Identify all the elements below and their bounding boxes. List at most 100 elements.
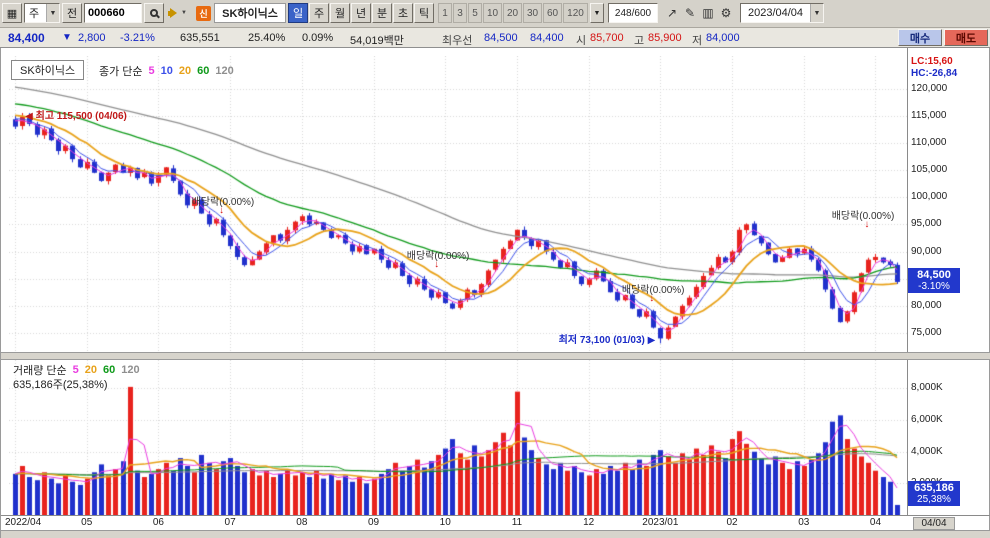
interval-button[interactable]: 1 xyxy=(438,3,452,23)
current-price-pct: -3.10% xyxy=(908,281,960,292)
stock-name-display: SK하이닉스 xyxy=(214,3,286,23)
gear-icon[interactable]: ⚙ xyxy=(718,3,734,23)
best-ask: 84,500 xyxy=(484,32,518,44)
chart-layout-icon[interactable]: ▥ xyxy=(700,3,716,23)
best-quote-label: 최우선 xyxy=(442,32,472,48)
current-volume-value: 635,186 xyxy=(908,482,960,494)
price-change: 2,800 xyxy=(78,32,106,44)
period-button[interactable]: 주 xyxy=(309,3,329,23)
volume-chart-canvas[interactable] xyxy=(9,360,907,515)
low-annotation: 최저 73,100 (01/03) ▶ xyxy=(559,331,656,346)
credit-icon[interactable]: 신 xyxy=(196,6,211,21)
price-axis-label: 105,000 xyxy=(911,164,947,175)
volume-ratio: 25.40% xyxy=(248,32,285,44)
volume-axis-label: 6,000K xyxy=(911,414,943,425)
ma-window-label: 5 xyxy=(149,65,155,77)
x-axis-label: 12 xyxy=(565,517,613,528)
x-axis-label: 08 xyxy=(278,517,326,528)
lc-value: LC:15,60 xyxy=(911,56,953,67)
ma-window-label: 5 xyxy=(73,364,79,376)
period-button[interactable]: 초 xyxy=(393,3,413,23)
trade-amount: 54,019백만 xyxy=(350,32,404,48)
low-label: 저 xyxy=(692,32,702,48)
ma-window-label: 120 xyxy=(215,65,233,77)
ma-window-label: 120 xyxy=(121,364,139,376)
interval-dropdown-icon[interactable]: ▼ xyxy=(590,3,604,23)
x-axis-label: 03 xyxy=(780,517,828,528)
price-axis-label: 115,000 xyxy=(911,110,946,121)
price-axis-label: 90,000 xyxy=(911,246,942,257)
speaker-icon xyxy=(168,7,179,19)
dividend-arrow-icon: ↓ xyxy=(649,293,654,304)
price-axis-label: 80,000 xyxy=(911,300,942,311)
high-annotation: ◀ 최고 115,500 (04/06) xyxy=(25,107,127,122)
price-change-pct: -3.21% xyxy=(120,32,155,44)
interval-button[interactable]: 20 xyxy=(503,3,522,23)
cursor-date-label: 04/04 xyxy=(913,517,955,530)
open-price: 85,700 xyxy=(590,32,624,44)
x-axis-label: 02 xyxy=(708,517,756,528)
dividend-annotation: 배당락(0.00%) xyxy=(821,207,905,222)
chart-type-value: 주 xyxy=(25,5,46,21)
stock-chart-window: ▦ 주 ▼ 전 ▼ 신 SK하이닉스 일주월년분초틱 1351020306012… xyxy=(0,0,990,538)
price-axis-label: 95,000 xyxy=(911,218,942,229)
period-button[interactable]: 분 xyxy=(372,3,392,23)
horizontal-scrollbar[interactable] xyxy=(1,530,990,538)
period-button[interactable]: 년 xyxy=(351,3,371,23)
interval-button[interactable]: 5 xyxy=(468,3,482,23)
x-axis-label: 05 xyxy=(63,517,111,528)
buy-button[interactable]: 매수 xyxy=(898,29,942,46)
volume-axis-label: 4,000K xyxy=(911,446,943,457)
chart-area: SK하이닉스 종가 단순 5102060120 LC:15,60 HC:-26,… xyxy=(0,48,990,538)
price-axis-label: 100,000 xyxy=(911,191,947,202)
price-axis-label: 120,000 xyxy=(911,83,947,94)
pointer-tool-icon[interactable]: ↗ xyxy=(664,3,680,23)
interval-button[interactable]: 60 xyxy=(543,3,562,23)
low-price: 84,000 xyxy=(706,32,740,44)
x-axis-label: 09 xyxy=(350,517,398,528)
ma-windows: 5102060120 xyxy=(149,65,234,77)
draw-tool-icon[interactable]: ✎ xyxy=(682,3,698,23)
window-menu-button[interactable]: ▦ xyxy=(2,3,22,23)
date-picker[interactable]: 2023/04/04 ▼ xyxy=(740,3,824,23)
open-label: 시 xyxy=(576,32,586,48)
pane-splitter[interactable] xyxy=(1,352,990,360)
interval-button[interactable]: 3 xyxy=(453,3,467,23)
price-axis-label: 110,000 xyxy=(911,137,946,148)
ma-window-label: 60 xyxy=(197,65,209,77)
dividend-arrow-icon: ↓ xyxy=(219,205,224,216)
chart-type-dropdown[interactable]: 주 ▼ xyxy=(24,3,60,23)
period-button[interactable]: 틱 xyxy=(414,3,434,23)
price-chart-canvas[interactable] xyxy=(9,56,907,352)
chevron-down-icon: ▼ xyxy=(46,4,59,22)
x-axis-label: 10 xyxy=(421,517,469,528)
interval-button[interactable]: 120 xyxy=(563,3,588,23)
jeon-button[interactable]: 전 xyxy=(62,3,82,23)
sound-button[interactable]: ▼ xyxy=(168,5,194,21)
volume-current-text: 635,186주(25,38%) xyxy=(13,376,108,392)
period-button[interactable]: 일 xyxy=(288,3,308,23)
ma-window-label: 20 xyxy=(179,65,191,77)
ma-window-label: 20 xyxy=(85,364,97,376)
current-price: 84,400 xyxy=(8,31,45,45)
price-info-bar: 84,400 ▼ 2,800 -3.21% 635,551 25.40% 0.0… xyxy=(0,28,990,48)
high-label: 고 xyxy=(634,32,644,48)
stock-code-input[interactable] xyxy=(84,3,142,23)
calendar-dropdown-icon[interactable]: ▼ xyxy=(810,4,823,22)
bar-count-display: 248/600 xyxy=(608,3,658,23)
interval-button[interactable]: 10 xyxy=(483,3,502,23)
x-axis-label: 04 xyxy=(851,517,899,528)
hc-value: HC:-26,84 xyxy=(911,68,957,79)
price-legend: 종가 단순 5102060120 xyxy=(99,63,234,79)
window-icon: ▦ xyxy=(7,7,17,20)
high-price: 85,900 xyxy=(648,32,682,44)
turnover-pct: 0.09% xyxy=(302,32,333,44)
search-icon xyxy=(150,9,158,17)
period-button[interactable]: 월 xyxy=(330,3,350,23)
ma-windows: 52060120 xyxy=(73,364,140,376)
volume-value: 635,551 xyxy=(180,32,220,44)
search-button[interactable] xyxy=(144,3,164,23)
interval-button[interactable]: 30 xyxy=(523,3,542,23)
sell-button[interactable]: 매도 xyxy=(944,29,988,46)
down-arrow-icon: ▼ xyxy=(62,32,72,43)
